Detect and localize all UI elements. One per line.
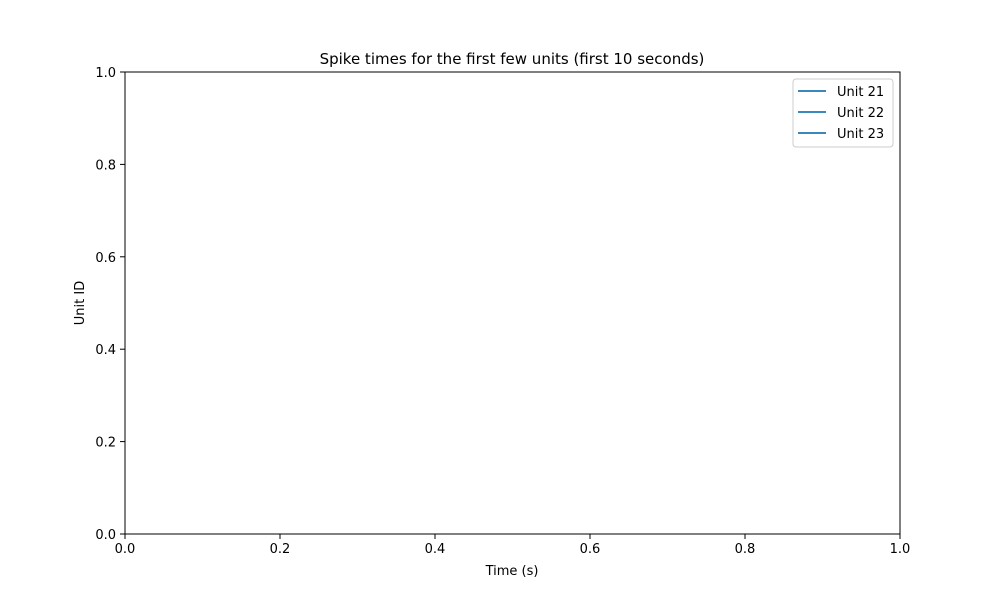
y-tick-label: 0.8 (95, 158, 116, 173)
axes-frame (124, 71, 901, 535)
legend-label: Unit 21 (837, 85, 884, 100)
y-tick-label: 0.0 (95, 528, 116, 543)
x-axis-ticks: 0.0 0.2 0.4 0.6 0.8 1.0 (115, 534, 911, 557)
x-tick-label: 0.4 (425, 542, 446, 557)
y-tick-label: 0.6 (95, 251, 116, 266)
x-tick-label: 1.0 (890, 542, 911, 557)
chart-title: Spike times for the first few units (fir… (320, 50, 705, 68)
x-axis-label: Time (s) (485, 564, 539, 579)
legend-label: Unit 22 (837, 106, 884, 121)
y-axis-label: Unit ID (73, 281, 88, 325)
y-tick-label: 0.4 (95, 343, 116, 358)
chart-legend: Unit 21 Unit 22 Unit 23 (792, 78, 894, 148)
y-axis-ticks: 0.0 0.2 0.4 0.6 0.8 1.0 (95, 66, 125, 543)
legend-label: Unit 23 (837, 127, 884, 142)
x-tick-label: 0.6 (580, 542, 601, 557)
y-tick-label: 1.0 (95, 66, 116, 81)
y-tick-label: 0.2 (95, 436, 116, 451)
x-tick-label: 0.8 (735, 542, 756, 557)
x-tick-label: 0.0 (115, 542, 136, 557)
x-tick-label: 0.2 (270, 542, 291, 557)
legend-box (792, 78, 894, 148)
legend-entries: Unit 21 Unit 22 Unit 23 (798, 85, 884, 142)
